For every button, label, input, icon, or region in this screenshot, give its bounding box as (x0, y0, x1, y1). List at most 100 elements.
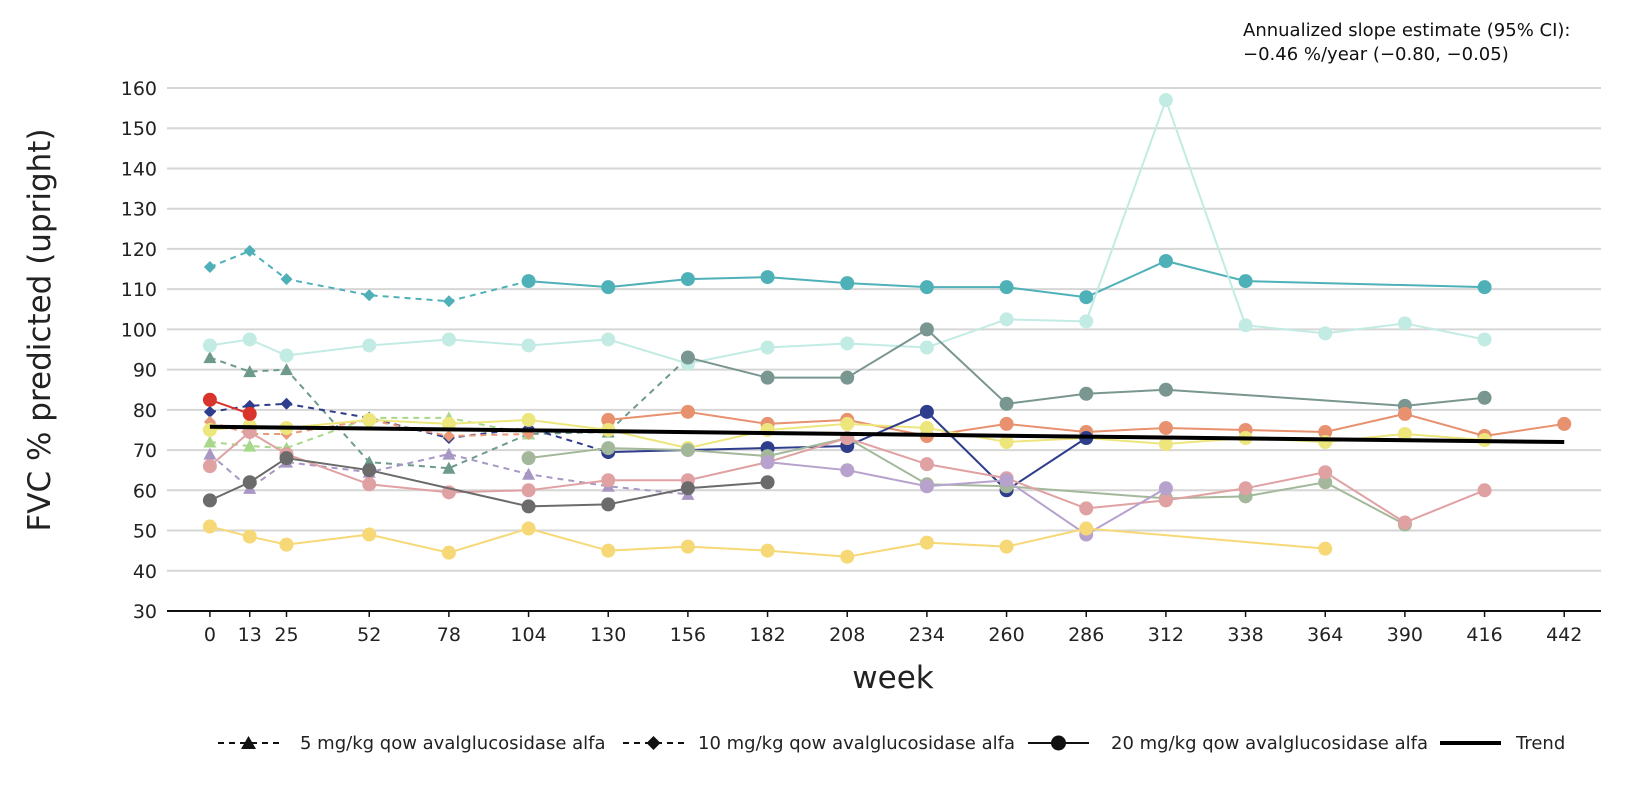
y-tick-label: 40 (133, 561, 157, 583)
data-point (1158, 382, 1173, 397)
data-point (1477, 332, 1492, 347)
data-point (279, 348, 294, 363)
series-line (209, 356, 689, 470)
legend-item-trend: Trend (1440, 733, 1565, 754)
data-point (202, 392, 217, 407)
data-point (242, 406, 257, 421)
data-point (1318, 465, 1333, 480)
data-point (442, 461, 456, 474)
x-tick-label: 442 (1546, 624, 1582, 646)
series-14 (760, 455, 1173, 542)
data-point (680, 539, 695, 554)
x-tick-label: 390 (1387, 624, 1423, 646)
data-point (840, 276, 855, 291)
data-point (601, 497, 616, 512)
series-line (209, 416, 529, 450)
data-point (521, 483, 536, 498)
series-17 (202, 392, 257, 421)
data-point (999, 396, 1014, 411)
x-tick-label: 25 (274, 624, 298, 646)
data-point (521, 499, 536, 514)
y-tick-label: 120 (121, 239, 157, 261)
series-16 (202, 519, 1333, 564)
data-point (1079, 501, 1094, 516)
slope-annotation-line1: Annualized slope estimate (95% CI): (1243, 20, 1571, 41)
grid-lines (167, 87, 1601, 572)
data-point (601, 543, 616, 558)
series-15 (202, 451, 775, 514)
data-point (442, 295, 455, 308)
data-point (1238, 481, 1253, 496)
x-tick-label: 78 (437, 624, 461, 646)
series-7 (202, 93, 1492, 371)
series-3 (203, 244, 535, 308)
data-point (760, 340, 775, 355)
x-tick-label: 208 (829, 624, 865, 646)
data-point (1079, 521, 1094, 536)
data-point (363, 289, 376, 302)
y-tick-label: 160 (121, 78, 157, 100)
data-point (243, 244, 256, 257)
data-point (1158, 481, 1173, 496)
data-point (242, 332, 257, 347)
data-point (442, 447, 456, 460)
data-point (521, 338, 536, 353)
data-point (680, 443, 695, 458)
data-point (1318, 326, 1333, 341)
data-point (919, 340, 934, 355)
data-point (760, 270, 775, 285)
data-point (1158, 253, 1173, 268)
legend: 5 mg/kg qow avalglucosidase alfa 10 mg/k… (218, 733, 1565, 754)
data-point (840, 370, 855, 385)
data-point (1158, 493, 1173, 508)
slope-annotation-line2: −0.46 %/year (−0.80, −0.05) (1243, 44, 1509, 65)
data-point (680, 350, 695, 365)
series-line (608, 410, 1087, 492)
x-tick-label: 312 (1148, 624, 1184, 646)
data-point (1238, 318, 1253, 333)
data-point (522, 467, 536, 480)
data-point (521, 412, 536, 427)
data-point (919, 420, 934, 435)
data-point (362, 412, 377, 427)
data-point (999, 416, 1014, 431)
data-point (999, 280, 1014, 295)
y-axis-title: FVC % predicted (upright) (22, 128, 58, 531)
data-point (999, 473, 1014, 488)
data-point (521, 521, 536, 536)
y-tick-label: 140 (121, 158, 157, 180)
data-point (840, 549, 855, 564)
data-point (1397, 316, 1412, 331)
data-point (999, 539, 1014, 554)
data-point (1318, 541, 1333, 556)
data-point (760, 475, 775, 490)
data-point (1477, 483, 1492, 498)
data-point (521, 274, 536, 289)
y-axis-ticks: 30 40 50 60 70 80 90 100 110 120 130 140 150 160 (121, 78, 157, 623)
data-point (362, 338, 377, 353)
y-tick-label: 50 (133, 521, 157, 543)
legend-item-20mg: 20 mg/kg qow avalglucosidase alfa (1028, 733, 1428, 754)
y-tick-label: 30 (133, 601, 157, 623)
data-point (919, 404, 934, 419)
legend-label-5mg: 5 mg/kg qow avalglucosidase alfa (300, 733, 606, 754)
data-point (840, 463, 855, 478)
y-tick-label: 100 (121, 319, 157, 341)
data-point (1079, 386, 1094, 401)
data-point (760, 370, 775, 385)
x-axis-title: week (852, 660, 933, 696)
data-point (441, 545, 456, 560)
data-point (203, 447, 217, 460)
data-point (1079, 290, 1094, 305)
series-line (209, 97, 1485, 365)
data-point (362, 463, 377, 478)
data-point (601, 412, 616, 427)
data-point (1397, 515, 1412, 530)
data-point (243, 365, 257, 378)
data-point (840, 336, 855, 351)
data-point (243, 439, 257, 452)
data-point (521, 451, 536, 466)
y-tick-label: 80 (133, 400, 157, 422)
data-point (919, 322, 934, 337)
series-line (209, 430, 1485, 524)
